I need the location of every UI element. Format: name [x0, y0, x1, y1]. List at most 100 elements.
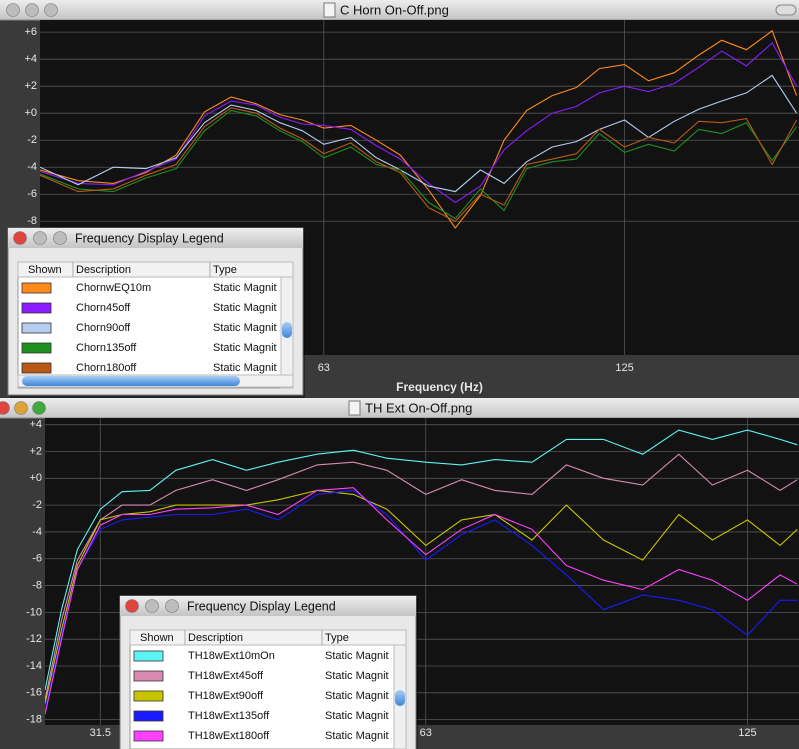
legend-type: Static Magnit	[213, 282, 277, 294]
toolbar-button[interactable]	[775, 4, 797, 16]
legend-type: Static Magnit	[325, 710, 389, 722]
zoom-button[interactable]	[165, 599, 179, 613]
legend-description: TH18wExt90off	[188, 690, 264, 702]
y-tick-label: -2	[27, 134, 37, 146]
column-header[interactable]: Type	[213, 264, 237, 276]
y-tick-label: +0	[29, 472, 42, 484]
close-button[interactable]	[13, 231, 27, 245]
legend-window: Frequency Display Legend Shown Description…	[119, 595, 418, 749]
y-tick-label: +2	[24, 80, 37, 92]
legend-swatch[interactable]	[133, 710, 164, 722]
y-tick-label: -6	[32, 553, 42, 565]
y-tick-label: -16	[26, 687, 42, 699]
legend-description: TH18wExt45off	[188, 670, 264, 682]
legend-table	[17, 261, 294, 389]
close-button[interactable]	[6, 3, 20, 17]
scroll-thumb[interactable]	[395, 690, 405, 706]
y-tick-label: -12	[26, 633, 42, 645]
scroll-thumb[interactable]	[22, 376, 240, 386]
legend-swatch[interactable]	[21, 282, 52, 294]
close-button[interactable]	[0, 401, 10, 415]
series-line	[40, 29, 798, 229]
series-line	[40, 107, 798, 222]
legend-table	[129, 629, 407, 749]
y-tick-label: +2	[29, 445, 42, 457]
legend-description: Chorn90off	[76, 322, 131, 334]
legend-title: Frequency Display Legend	[187, 599, 336, 613]
title-bar	[0, 398, 799, 418]
legend-title: Frequency Display Legend	[75, 231, 224, 245]
minimize-button[interactable]	[14, 401, 28, 415]
y-tick-label: -10	[26, 606, 42, 618]
legend-description: TH18wExt135off	[188, 710, 270, 722]
title-bar	[120, 596, 416, 616]
y-tick-label: -14	[26, 660, 42, 672]
legend-type: Static Magnit	[325, 670, 389, 682]
legend-window: Frequency Display Legend Shown Description…	[7, 227, 305, 398]
series-line	[40, 109, 798, 220]
column-header[interactable]: Type	[325, 632, 349, 644]
series-line	[40, 42, 798, 204]
zoom-button[interactable]	[53, 231, 67, 245]
legend-description: Chorn45off	[76, 302, 131, 314]
series-line	[45, 487, 798, 715]
legend-description: TH18wExt180off	[188, 730, 270, 742]
column-header[interactable]: Shown	[28, 264, 62, 276]
x-axis-label: Frequency (Hz)	[396, 380, 483, 394]
window-title: TH Ext On-Off.png	[365, 400, 472, 415]
y-tick-label: +4	[29, 419, 42, 431]
y-tick-label: -8	[32, 579, 42, 591]
close-button[interactable]	[125, 599, 139, 613]
minimize-button[interactable]	[25, 3, 39, 17]
minimize-button[interactable]	[145, 599, 159, 613]
x-tick-label: 125	[738, 727, 756, 739]
legend-type: Static Magnit	[213, 342, 277, 354]
legend-description: Chorn180off	[76, 362, 137, 374]
column-header[interactable]: Shown	[140, 632, 174, 644]
y-tick-label: -2	[32, 499, 42, 511]
x-tick-label: 63	[318, 362, 330, 374]
file-icon	[348, 400, 361, 416]
y-tick-label: +0	[24, 107, 37, 119]
legend-type: Static Magnit	[213, 362, 277, 374]
column-header[interactable]: Description	[76, 264, 131, 276]
zoom-button[interactable]	[44, 3, 58, 17]
legend-swatch[interactable]	[21, 342, 52, 354]
series-line	[45, 453, 798, 700]
legend-description: ChornwEQ10m	[76, 282, 151, 294]
table-header	[17, 261, 294, 278]
table-header	[129, 629, 407, 646]
y-tick-label: +6	[24, 26, 37, 38]
legend-swatch[interactable]	[21, 302, 52, 314]
series-line	[45, 429, 798, 691]
window-title: C Horn On-Off.png	[340, 2, 449, 17]
legend-type: Static Magnit	[213, 322, 277, 334]
series-line	[45, 489, 798, 711]
y-tick-label: +4	[24, 53, 37, 65]
legend-swatch[interactable]	[133, 670, 164, 682]
file-icon	[323, 2, 336, 18]
legend-swatch[interactable]	[21, 322, 52, 334]
legend-description: TH18wExt10mOn	[188, 650, 275, 662]
minimize-button[interactable]	[33, 231, 47, 245]
scroll-thumb[interactable]	[282, 322, 292, 338]
legend-swatch[interactable]	[21, 362, 52, 374]
legend-type: Static Magnit	[325, 730, 389, 742]
title-bar	[8, 228, 303, 248]
legend-type: Static Magnit	[325, 650, 389, 662]
legend-type: Static Magnit	[325, 690, 389, 702]
series-line	[40, 74, 798, 193]
column-header[interactable]: Description	[188, 632, 243, 644]
y-tick-label: -18	[26, 714, 42, 726]
zoom-button[interactable]	[32, 401, 46, 415]
legend-swatch[interactable]	[133, 690, 164, 702]
y-tick-label: -8	[27, 215, 37, 227]
y-tick-label: -6	[27, 188, 37, 200]
y-tick-label: -4	[27, 161, 37, 173]
legend-swatch[interactable]	[133, 650, 164, 662]
x-tick-label: 63	[420, 727, 432, 739]
legend-swatch[interactable]	[133, 730, 164, 742]
legend-description: Chorn135off	[76, 342, 137, 354]
